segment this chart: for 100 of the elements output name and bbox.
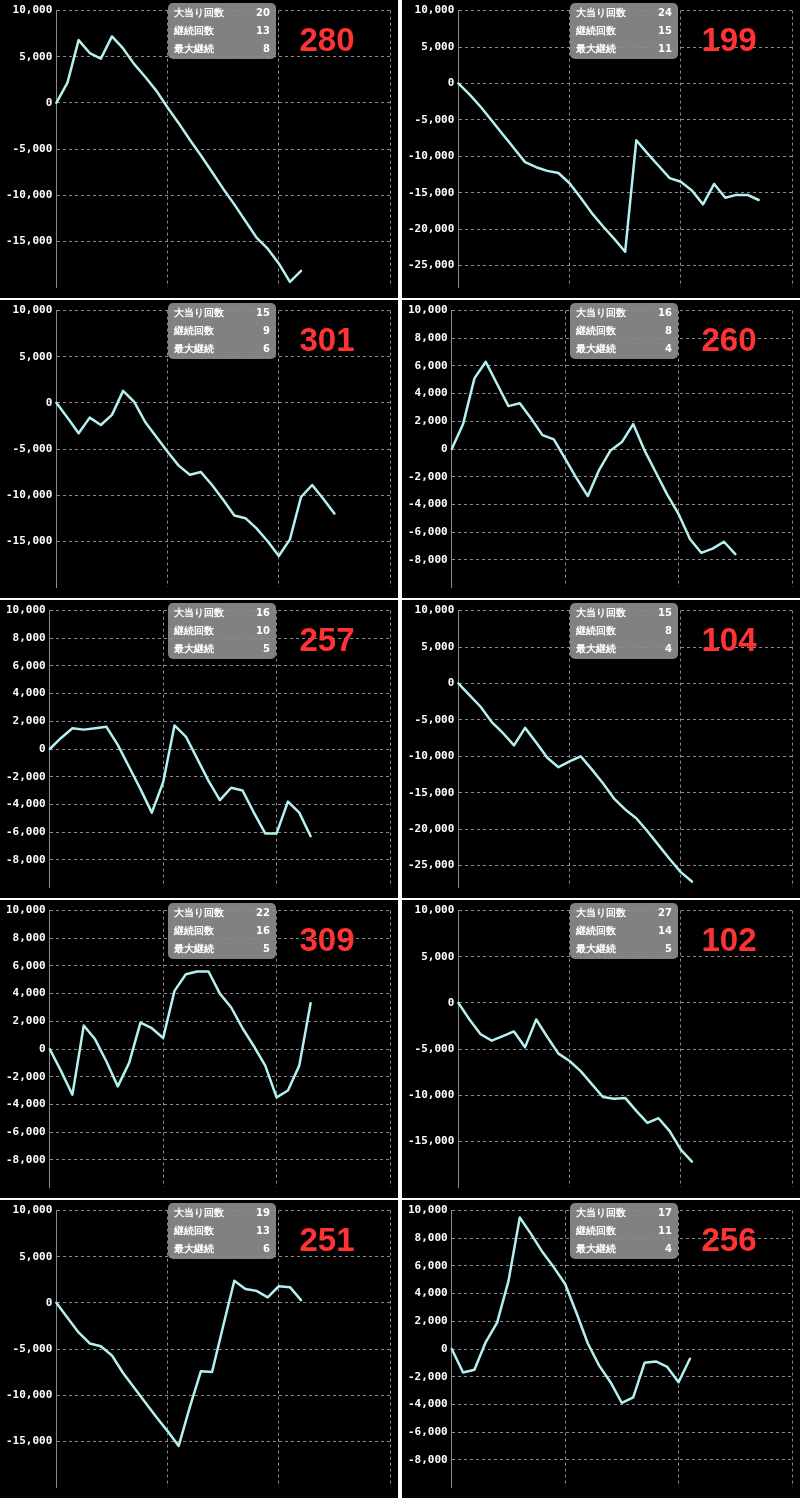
chart-title: 309 — [299, 921, 355, 958]
y-tick-label: 0 — [45, 395, 53, 409]
annotation: 16 — [256, 607, 270, 619]
y-tick-label: -15,000 — [6, 1434, 53, 1448]
annotation: 13 — [256, 1225, 270, 1237]
y-tick-label: -4,000 — [407, 497, 448, 511]
y-tick-label: 6,000 — [414, 358, 448, 372]
y-tick-label: 6,000 — [12, 958, 46, 972]
annotation: 17 — [658, 1207, 672, 1219]
y-tick-label: -2,000 — [5, 1069, 46, 1083]
y-tick-label: -5,000 — [414, 712, 455, 726]
y-tick-label: -5,000 — [12, 141, 53, 155]
y-tick-label: 10,000 — [414, 603, 455, 617]
y-tick-label: -4,000 — [5, 797, 46, 811]
y-tick-label: -15,000 — [408, 1134, 455, 1148]
y-tick-label: 0 — [39, 1041, 46, 1055]
y-tick-label: 6,000 — [414, 1258, 448, 1272]
y-tick-label: 2,000 — [12, 1014, 46, 1028]
y-tick-label: -8,000 — [407, 552, 448, 566]
annotation: 最大継続 — [576, 43, 617, 55]
y-tick-label: -25,000 — [408, 858, 455, 872]
chart-title: 280 — [299, 21, 355, 58]
annotation: 4 — [664, 343, 672, 355]
y-tick-label: 0 — [447, 676, 455, 690]
annotation: 大当り回数 — [174, 1207, 225, 1219]
y-tick-label: -20,000 — [408, 221, 455, 235]
annotation: 大当り回数 — [576, 907, 627, 919]
y-tick-label: 0 — [447, 995, 455, 1009]
annotation: 6 — [262, 1243, 270, 1255]
annotation: 継続回数 — [576, 625, 617, 637]
y-tick-label: -10,000 — [6, 187, 53, 201]
annotation: 最大継続 — [576, 943, 617, 955]
annotation: 最大継続 — [174, 643, 215, 655]
annotation: 最大継続 — [576, 1243, 617, 1255]
annotation: 9 — [262, 325, 270, 337]
annotation: 継続回数 — [576, 925, 617, 937]
y-tick-label: -10,000 — [408, 1087, 455, 1101]
y-tick-label: -2,000 — [407, 469, 448, 483]
annotation: 13 — [256, 25, 270, 37]
annotation: 継続回数 — [576, 1225, 617, 1237]
annotation: 4 — [664, 1243, 672, 1255]
y-tick-label: -5,000 — [12, 441, 53, 455]
y-tick-label: -2,000 — [407, 1369, 448, 1383]
chart-title: 260 — [701, 321, 757, 358]
y-tick-label: 10,000 — [407, 303, 448, 317]
annotation: 15 — [658, 607, 672, 619]
y-tick-label: -15,000 — [408, 185, 455, 199]
annotation: 16 — [658, 307, 672, 319]
annotation: 大当り回数 — [576, 607, 627, 619]
annotation: 継続回数 — [174, 625, 215, 637]
y-tick-label: -10,000 — [6, 1387, 53, 1401]
annotation: 5 — [262, 643, 270, 655]
y-tick-label: 4,000 — [414, 386, 448, 400]
y-tick-label: 2,000 — [12, 714, 46, 728]
chart-title: 251 — [299, 1221, 355, 1258]
y-tick-label: -5,000 — [12, 1341, 53, 1355]
chart-title: 199 — [701, 21, 757, 58]
annotation: 8 — [262, 43, 270, 55]
y-tick-label: 10,000 — [407, 1203, 448, 1217]
annotation: 27 — [658, 907, 672, 919]
annotation: 14 — [658, 925, 672, 937]
annotation: 大当り回数 — [174, 907, 225, 919]
y-tick-label: -4,000 — [407, 1397, 448, 1411]
y-tick-label: -25,000 — [408, 258, 455, 272]
y-tick-label: -8,000 — [5, 1152, 46, 1166]
annotation: 大当り回数 — [576, 7, 627, 19]
chart-title: 104 — [701, 621, 757, 658]
annotation: 大当り回数 — [576, 307, 627, 319]
y-tick-label: -8,000 — [407, 1452, 448, 1466]
y-tick-label: -4,000 — [5, 1097, 46, 1111]
y-tick-label: 5,000 — [19, 1249, 53, 1263]
y-tick-label: 5,000 — [19, 49, 53, 63]
y-tick-label: -10,000 — [6, 487, 53, 501]
y-tick-label: 0 — [45, 95, 53, 109]
annotation: 継続回数 — [576, 325, 617, 337]
y-tick-label: 0 — [39, 741, 46, 755]
annotation: 継続回数 — [174, 325, 215, 337]
annotation: 大当り回数 — [174, 307, 225, 319]
y-tick-label: 5,000 — [421, 639, 455, 653]
annotation: 4 — [664, 643, 672, 655]
chart-title: 257 — [299, 621, 355, 658]
annotation: 16 — [256, 925, 270, 937]
annotation: 5 — [262, 943, 270, 955]
annotation: 20 — [256, 7, 270, 19]
annotation: 最大継続 — [174, 343, 215, 355]
annotation: 大当り回数 — [174, 7, 225, 19]
y-tick-label: 10,000 — [12, 303, 53, 317]
y-tick-label: 10,000 — [414, 903, 455, 917]
y-tick-label: 0 — [441, 441, 448, 455]
y-tick-label: -15,000 — [408, 785, 455, 799]
y-tick-label: 8,000 — [414, 331, 448, 345]
y-tick-label: -8,000 — [5, 852, 46, 866]
y-tick-label: -10,000 — [408, 149, 455, 163]
annotation: 継続回数 — [174, 925, 215, 937]
y-tick-label: 10,000 — [12, 3, 53, 17]
y-tick-label: 4,000 — [12, 686, 46, 700]
y-tick-label: 10,000 — [414, 3, 455, 17]
annotation: 最大継続 — [576, 343, 617, 355]
annotation: 15 — [658, 25, 672, 37]
y-tick-label: -5,000 — [414, 112, 455, 126]
